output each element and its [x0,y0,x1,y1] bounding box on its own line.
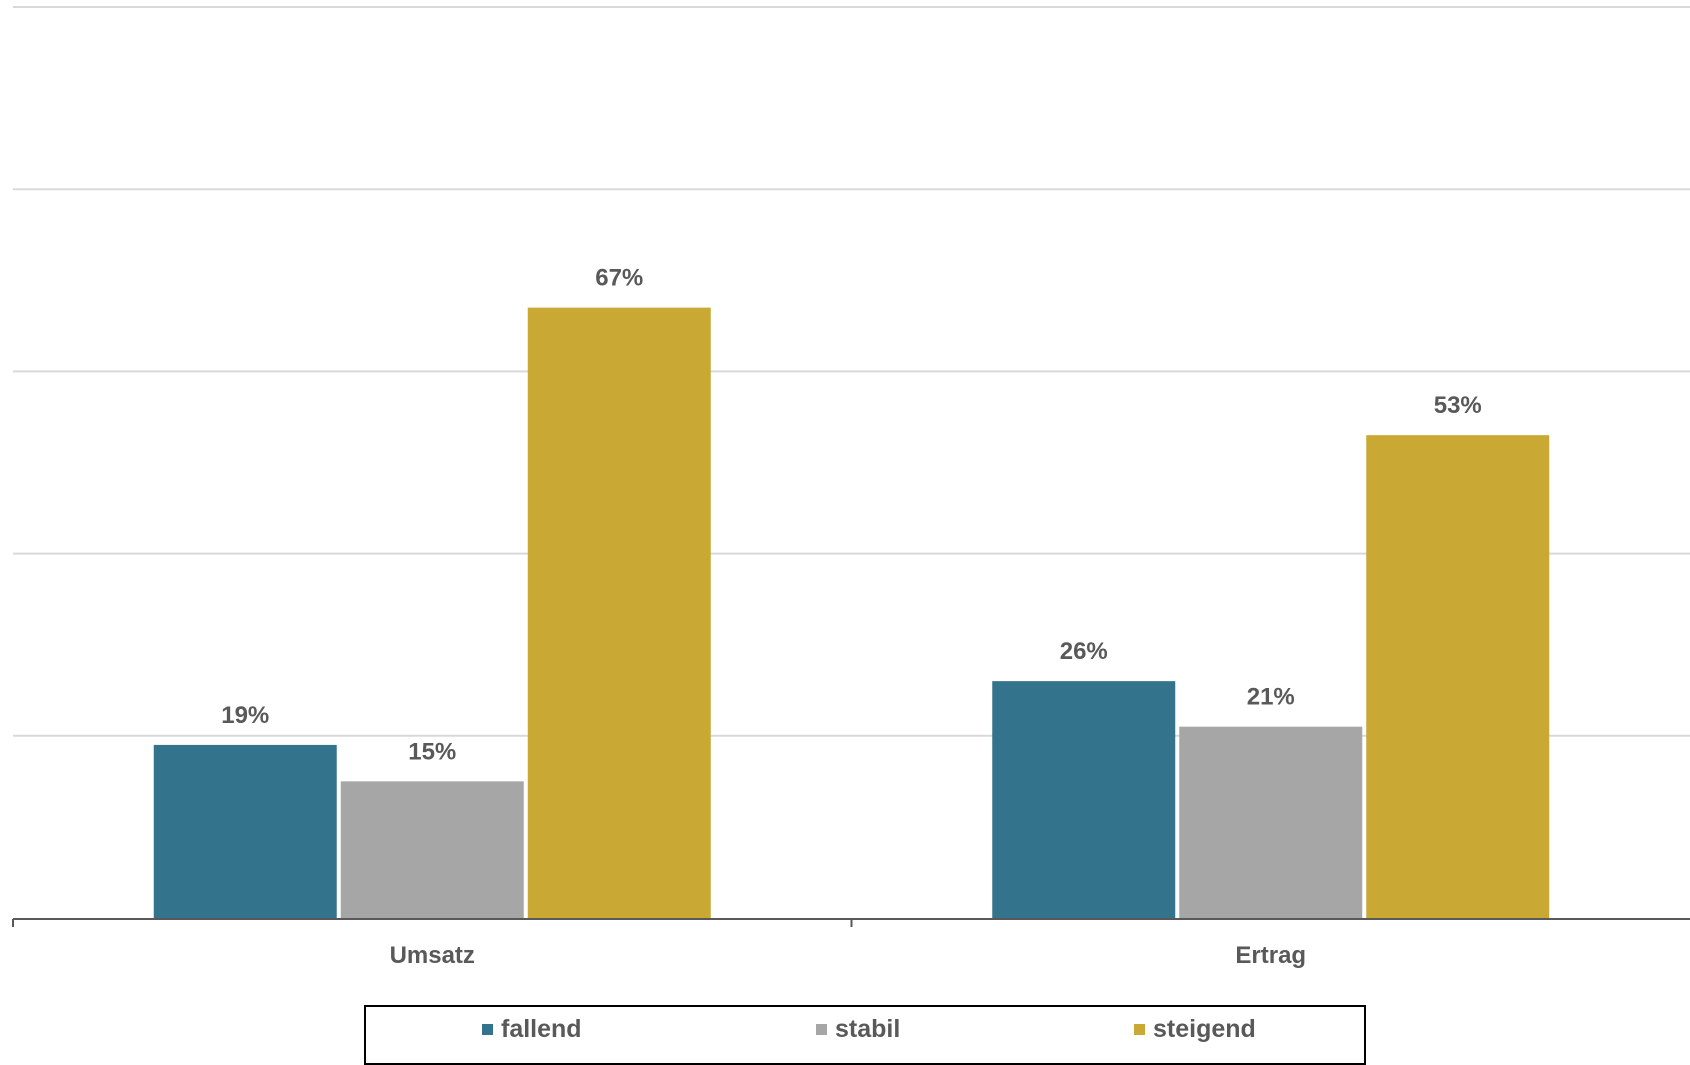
data-label-fallend-ertrag: 26% [1060,638,1108,665]
category-label-umsatz: Umsatz [390,942,475,969]
bars [153,307,1550,918]
data-label-stabil-ertrag: 21% [1247,684,1295,711]
legend-label-steigend: steigend [1153,1015,1256,1043]
legend-label-fallend: fallend [501,1015,582,1043]
bar-stabil-umsatz [340,781,524,918]
legend: fallend stabil steigend [364,1005,1366,1065]
category-label-ertrag: Ertrag [1235,942,1306,969]
data-label-steigend-ertrag: 53% [1434,392,1482,419]
bar-fallend-ertrag [992,681,1176,918]
legend-item-fallend: fallend [482,1015,582,1044]
data-label-stabil-umsatz: 15% [408,738,456,765]
data-label-fallend-umsatz: 19% [221,702,269,729]
bar-steigend-ertrag [1366,435,1550,918]
x-axis: Umsatz Ertrag [12,918,1690,969]
bar-fallend-umsatz [153,744,337,918]
legend-swatch-stabil [816,1024,827,1035]
legend-swatch-steigend [1134,1024,1145,1035]
legend-item-steigend: steigend [1134,1015,1256,1044]
legend-label-stabil: stabil [835,1015,901,1043]
data-label-steigend-umsatz: 67% [595,265,643,292]
legend-item-stabil: stabil [816,1015,900,1044]
data-labels: 19% 15% 67% 26% 21% 53% [221,265,1482,766]
bar-stabil-ertrag [1179,726,1363,918]
bar-steigend-umsatz [527,307,711,918]
legend-swatch-fallend [482,1024,493,1035]
